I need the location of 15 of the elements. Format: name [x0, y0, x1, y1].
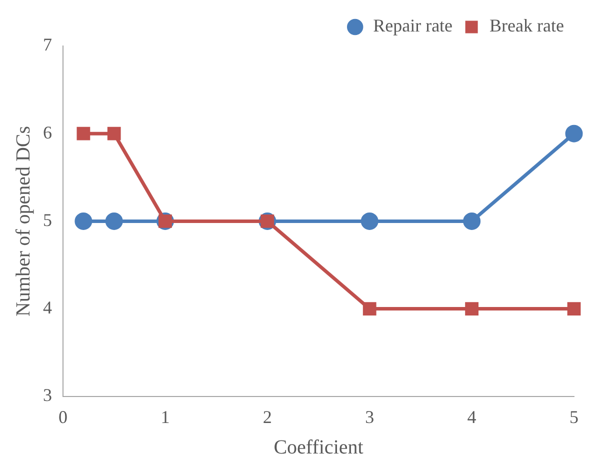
y-tick-label: 5 [43, 210, 52, 230]
x-tick-label: 0 [58, 406, 68, 427]
x-axis-title: Coefficient [274, 436, 364, 458]
y-axis-title: Number of opened DCs [12, 126, 34, 316]
x-tick-label: 1 [160, 406, 170, 427]
y-tick-label: 7 [43, 34, 52, 55]
legend-label: Break rate [490, 16, 564, 36]
x-tick-label: 3 [365, 406, 374, 427]
x-tick-label: 4 [467, 406, 476, 427]
x-tick-label: 5 [570, 406, 578, 427]
x-tick-label: 2 [262, 406, 272, 427]
y-tick-label: 3 [43, 385, 52, 406]
y-tick-label: 4 [43, 298, 52, 318]
y-tick-label: 6 [43, 122, 52, 142]
legend-label: Repair rate [373, 16, 453, 36]
